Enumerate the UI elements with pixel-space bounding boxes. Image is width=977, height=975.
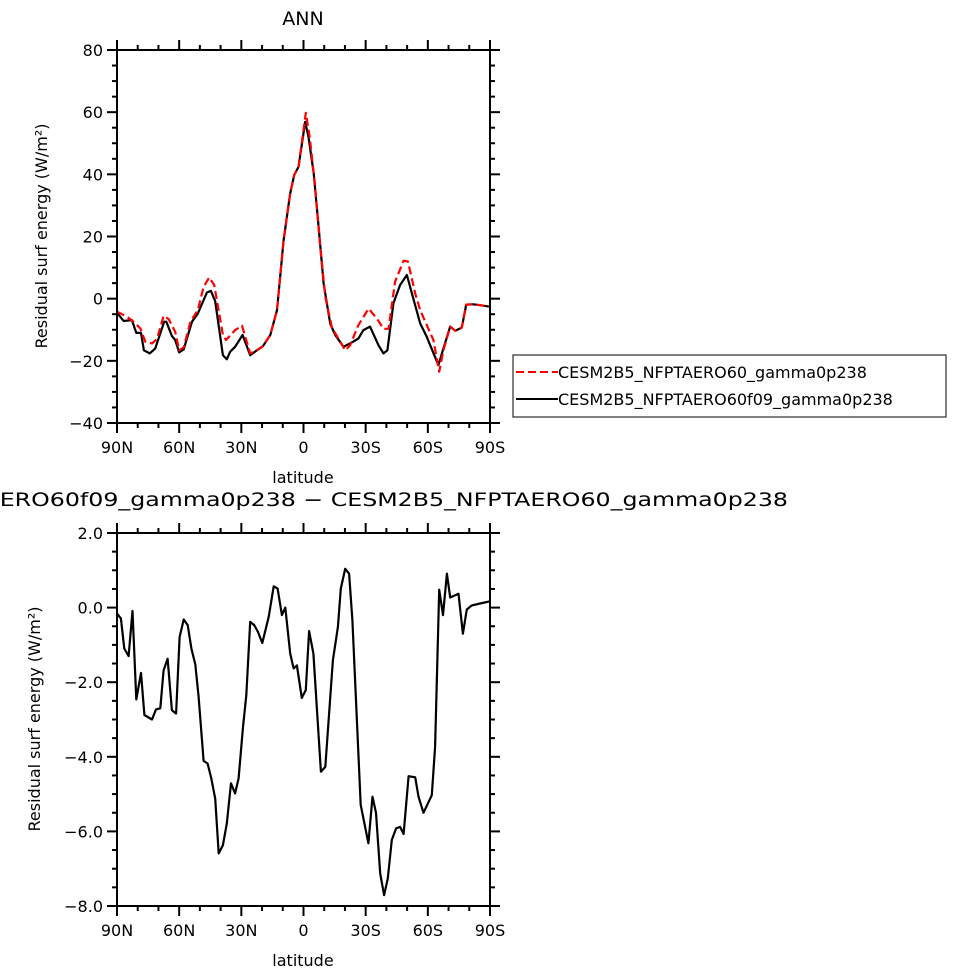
x-tick-label: 30N [225,438,257,457]
y-tick-label: 2.0 [78,524,103,543]
y-tick-label: −20 [69,352,103,371]
y-tick-label: −6.0 [64,822,103,841]
x-tick-label: 0 [298,921,308,940]
top-x-axis-title: latitude [272,468,333,487]
y-tick-label: 20 [83,228,103,247]
x-tick-label: 90S [475,921,506,940]
x-tick-label: 30N [225,921,257,940]
bottom-plot-frame [116,532,491,907]
y-tick-label: −40 [69,414,103,433]
x-tick-label: 90N [101,438,133,457]
top-panel: ANN 90N 60N 30N 0 30S 60S 90S 80 60 40 20 0 −20 −40 l… [32,8,505,487]
x-tick-label: 30S [350,921,381,940]
series-line-difference [116,567,491,897]
x-tick-label: 0 [298,438,308,457]
legend: CESM2B5_NFPTAERO60_gamma0p238 CESM2B5_NF… [512,354,947,418]
bottom-plot-title: CESM2B5_NFPTAERO60f09_gamma0p238 − CESM2… [0,489,788,511]
legend-label-experiment: CESM2B5_NFPTAERO60f09_gamma0p238 [558,390,893,410]
y-tick-label: 0 [93,290,103,309]
y-tick-label: −8.0 [64,897,103,916]
x-tick-label: 60S [413,921,444,940]
y-tick-label: 40 [83,165,103,184]
legend-label-control: CESM2B5_NFPTAERO60_gamma0p238 [558,363,867,383]
y-tick-label: 60 [83,103,103,122]
x-tick-label: 60N [163,438,195,457]
x-tick-label: 90N [101,921,133,940]
y-tick-label: −2.0 [64,673,103,692]
y-tick-label: 80 [83,41,103,60]
x-tick-label: 60N [163,921,195,940]
top-plot-frame [116,49,491,424]
x-tick-label: 30S [350,438,381,457]
series-line-control-red-dashed [116,111,491,373]
bottom-x-axis-title: latitude [272,951,333,970]
x-tick-label: 60S [413,438,444,457]
bottom-y-axis-title: Residual surf energy (W/m²) [25,607,44,832]
top-y-axis-title: Residual surf energy (W/m²) [32,124,51,349]
bottom-panel: CESM2B5_NFPTAERO60f09_gamma0p238 − CESM2… [0,489,788,970]
y-tick-label: 0.0 [78,599,103,618]
top-plot-title: ANN [282,8,323,30]
y-tick-label: −4.0 [64,748,103,767]
x-tick-label: 90S [475,438,506,457]
legend-box [512,354,947,418]
